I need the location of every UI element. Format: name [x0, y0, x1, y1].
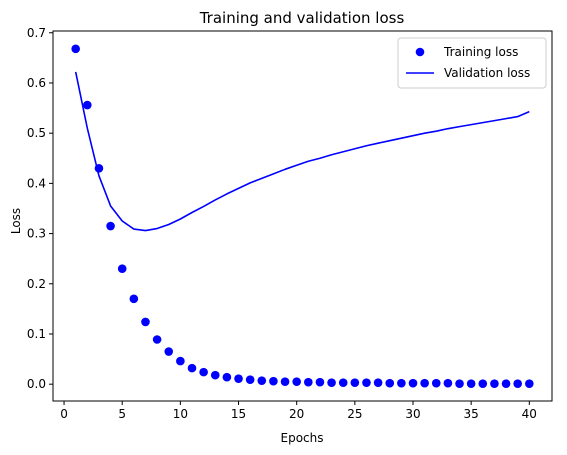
training-loss-point: [187, 363, 197, 373]
legend-label: Training loss: [443, 45, 518, 59]
training-loss-point: [257, 376, 267, 385]
training-loss-point: [362, 378, 371, 387]
training-loss-point: [490, 379, 499, 388]
training-loss-point: [164, 347, 174, 356]
training-loss-point: [373, 378, 383, 387]
x-tick-label: 10: [173, 407, 188, 421]
x-tick-label: 5: [118, 407, 126, 421]
y-tick-label: 0.5: [27, 126, 46, 140]
training-loss-point: [71, 44, 80, 54]
legend-label: Validation loss: [444, 66, 530, 80]
training-loss-point: [501, 379, 511, 388]
training-loss-point: [408, 378, 418, 388]
training-loss-point: [222, 372, 232, 382]
training-loss-point: [141, 317, 150, 327]
plot-area: 0 5 10 15 20 25 30 35 40 0.0 0.1 0.2 0.3 0.4 0.5 0.6 0.7…: [27, 26, 553, 421]
x-tick-label: 35: [464, 407, 479, 421]
training-loss-point: [210, 370, 220, 380]
training-loss-point: [327, 378, 336, 387]
y-tick-label: 0.0: [27, 377, 46, 391]
validation-loss-line: [74, 71, 530, 232]
training-loss-point: [420, 378, 429, 388]
x-tick-label: 30: [405, 407, 420, 421]
training-loss-point: [397, 378, 406, 388]
y-tick-label: 0.6: [27, 76, 46, 90]
training-loss-point: [83, 100, 92, 110]
x-tick-label: 20: [289, 407, 304, 421]
training-loss-point: [478, 379, 488, 388]
y-tick-label: 0.2: [27, 277, 46, 291]
y-tick-label: 0.4: [27, 176, 46, 190]
training-loss-point: [315, 377, 325, 387]
y-tick-label: 0.7: [27, 26, 46, 40]
y-tick-label: 0.1: [27, 327, 46, 341]
x-tick-label: 15: [231, 407, 246, 421]
training-loss-point: [129, 294, 139, 304]
training-loss-point: [269, 376, 278, 386]
x-tick-label: 25: [347, 407, 362, 421]
training-loss-point: [455, 379, 464, 388]
training-loss-point: [106, 221, 115, 231]
training-loss-point: [431, 378, 441, 388]
chart-title: Training and validation loss: [199, 9, 405, 27]
training-loss-point: [199, 367, 208, 377]
training-loss-point: [304, 377, 313, 387]
training-loss-point: [443, 378, 453, 388]
training-loss-point: [280, 377, 290, 386]
legend-box: [397, 37, 547, 89]
training-loss-point: [525, 379, 534, 388]
training-loss-point: [350, 378, 360, 387]
training-loss-point: [117, 264, 127, 274]
training-loss-point: [245, 375, 255, 384]
training-loss-point: [176, 356, 185, 366]
training-loss-point: [466, 379, 476, 388]
x-axis-label: Epochs: [281, 431, 324, 445]
training-loss-point: [292, 377, 301, 386]
training-loss-point: [152, 335, 162, 344]
training-loss-point: [338, 378, 348, 387]
training-loss-point: [385, 378, 395, 388]
training-loss-point: [234, 374, 243, 383]
axes-frame: [52, 30, 553, 402]
y-tick-label: 0.3: [27, 227, 46, 241]
x-tick-label: 40: [522, 407, 537, 421]
x-tick-label: 0: [60, 407, 68, 421]
y-axis-label: Loss: [9, 208, 23, 234]
training-loss-point: [513, 379, 522, 388]
legend-marker-swatch: [415, 47, 425, 57]
